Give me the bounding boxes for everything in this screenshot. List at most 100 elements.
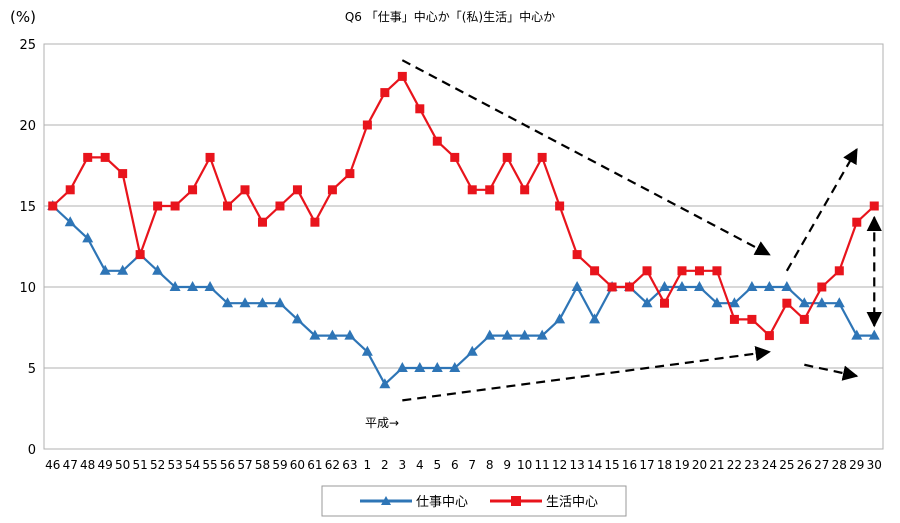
data-point-triangle — [222, 297, 234, 308]
trend-arrows — [401, 59, 882, 402]
legend-series-1: 仕事中心 — [416, 495, 468, 510]
y-tick-label: 25 — [19, 38, 36, 53]
x-tick-label: 4 — [416, 458, 424, 472]
x-tick-label: 21 — [709, 458, 724, 472]
legend: 仕事中心 生活中心 — [321, 485, 627, 517]
legend-square-marker — [511, 496, 521, 506]
x-tick-label: 60 — [290, 458, 305, 472]
y-tick-label: 20 — [19, 119, 36, 134]
data-point-square — [48, 201, 58, 211]
data-point-triangle — [676, 281, 688, 291]
data-point-square — [170, 201, 180, 211]
x-tick-label: 61 — [307, 458, 322, 472]
data-point-square — [572, 250, 582, 260]
x-tick-label: 8 — [486, 458, 494, 472]
data-point-square — [205, 152, 215, 162]
data-point-triangle — [169, 281, 181, 291]
data-point-square — [153, 201, 163, 211]
x-tick-label: 22 — [727, 458, 742, 472]
data-point-square — [397, 71, 407, 81]
chart-title: Q6 「仕事」中心か「(私)生活」中心か — [345, 9, 555, 24]
legend-series-2: 生活中心 — [546, 495, 598, 510]
data-point-triangle — [536, 329, 548, 340]
data-point-triangle — [326, 329, 338, 340]
data-point-triangle — [833, 297, 845, 308]
data-point-triangle — [554, 313, 566, 324]
x-tick-label: 48 — [80, 458, 95, 472]
data-point-square — [694, 266, 704, 276]
data-point-square — [135, 250, 145, 260]
data-point-triangle — [309, 329, 321, 340]
data-point-triangle — [816, 297, 828, 308]
data-point-triangle — [82, 232, 94, 243]
x-tick-label: 52 — [150, 458, 165, 472]
data-point-square — [415, 104, 425, 114]
data-point-square — [118, 169, 128, 179]
data-point-square — [83, 152, 93, 162]
data-point-triangle — [659, 281, 671, 291]
x-tick-label: 58 — [255, 458, 270, 472]
x-tick-label: 27 — [814, 458, 829, 472]
data-point-square — [380, 88, 390, 98]
x-tick-label: 50 — [115, 458, 130, 472]
data-point-triangle — [396, 362, 408, 372]
x-tick-label: 12 — [552, 458, 567, 472]
data-point-triangle — [256, 297, 268, 308]
data-point-square — [275, 201, 285, 211]
data-point-square — [869, 201, 879, 211]
x-tick-label: 15 — [604, 458, 619, 472]
series-line-1 — [51, 205, 875, 386]
trend-arrow — [401, 59, 771, 256]
x-tick-label: 28 — [832, 458, 847, 472]
data-point-triangle — [466, 345, 478, 356]
data-point-triangle — [239, 297, 251, 308]
trend-arrow — [804, 363, 859, 381]
y-axis-ticks: 0 5 10 15 20 25 — [19, 38, 36, 458]
data-point-square — [555, 201, 565, 211]
data-point-triangle — [746, 281, 758, 291]
data-point-triangle — [99, 264, 111, 275]
x-tick-label: 55 — [202, 458, 217, 472]
data-point-triangle — [728, 297, 740, 308]
gridlines — [43, 43, 884, 450]
y-axis-unit: (%) — [10, 8, 36, 26]
data-point-square — [729, 314, 739, 324]
x-tick-label: 3 — [399, 458, 407, 472]
heisei-annotation: 平成→ — [365, 416, 399, 430]
data-point-square — [240, 185, 250, 195]
x-tick-label: 49 — [98, 458, 113, 472]
data-point-square — [660, 298, 670, 308]
data-point-triangle — [501, 329, 513, 340]
data-point-triangle — [641, 297, 653, 308]
x-tick-label: 53 — [167, 458, 182, 472]
x-tick-label: 54 — [185, 458, 200, 472]
data-point-square — [485, 185, 495, 195]
data-point-triangle — [851, 329, 863, 340]
data-point-triangle — [152, 264, 164, 275]
data-point-square — [100, 152, 110, 162]
data-point-square — [223, 201, 233, 211]
data-point-square — [799, 314, 809, 324]
data-point-square — [327, 185, 337, 195]
x-tick-label: 18 — [657, 458, 672, 472]
data-point-triangle — [431, 362, 443, 372]
y-tick-label: 5 — [28, 362, 36, 377]
data-point-triangle — [519, 329, 531, 340]
data-point-square — [625, 282, 635, 292]
data-point-triangle — [361, 345, 373, 356]
x-tick-label: 20 — [692, 458, 707, 472]
data-point-triangle — [379, 378, 391, 389]
data-point-triangle — [291, 313, 303, 324]
data-point-triangle — [117, 264, 129, 275]
data-point-triangle — [693, 281, 705, 291]
data-point-square — [747, 314, 757, 324]
data-point-square — [502, 152, 512, 162]
x-tick-label: 5 — [433, 458, 441, 472]
data-point-square — [292, 185, 302, 195]
data-point-triangle — [484, 329, 496, 340]
data-point-triangle — [204, 281, 216, 291]
data-point-square — [537, 152, 547, 162]
x-tick-label: 24 — [762, 458, 777, 472]
data-point-triangle — [414, 362, 426, 372]
